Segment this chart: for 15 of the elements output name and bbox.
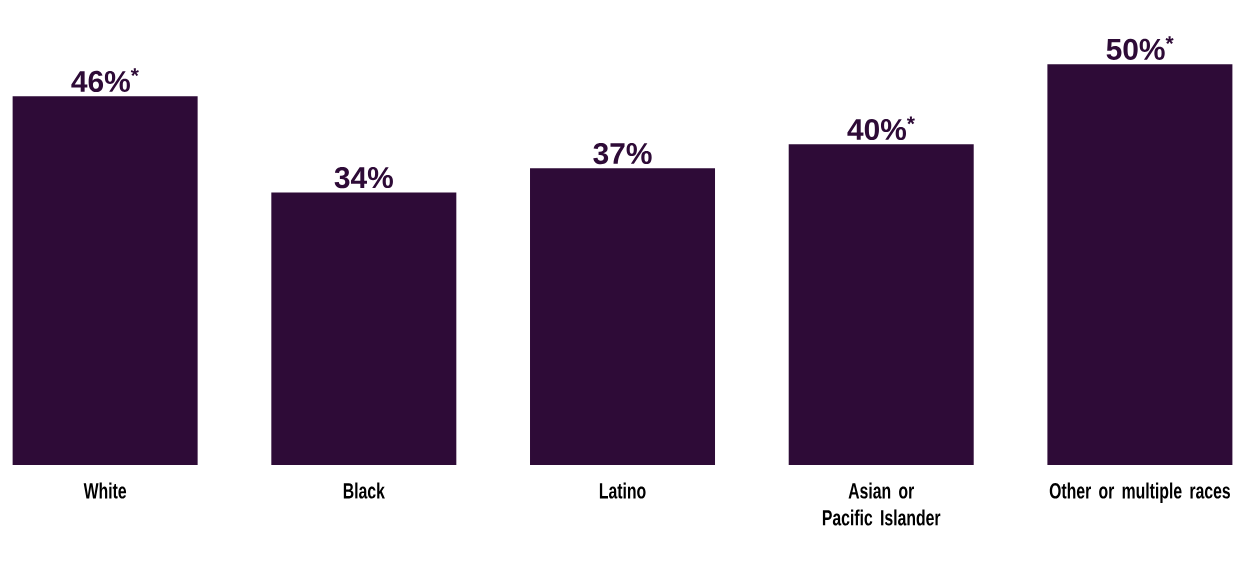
bar (1047, 64, 1233, 465)
data-label: 40%$^{*}$ (847, 116, 915, 141)
x-tick-label: Other or multiple races (1049, 482, 1230, 503)
bar (12, 96, 198, 465)
data-label: 34% (334, 167, 393, 189)
x-tick-label: White (83, 482, 127, 499)
bar (788, 144, 974, 465)
x-tick-label: Black (343, 482, 385, 499)
data-label: 37% (593, 142, 652, 165)
x-tick-label: Asian or Pacific Islander (822, 482, 941, 526)
bar (530, 168, 716, 465)
data-label: 46%$^{*}$ (71, 68, 139, 93)
bar (271, 192, 457, 465)
x-tick-label: Latino (599, 482, 646, 499)
data-label: 50%$^{*}$ (1106, 36, 1174, 60)
